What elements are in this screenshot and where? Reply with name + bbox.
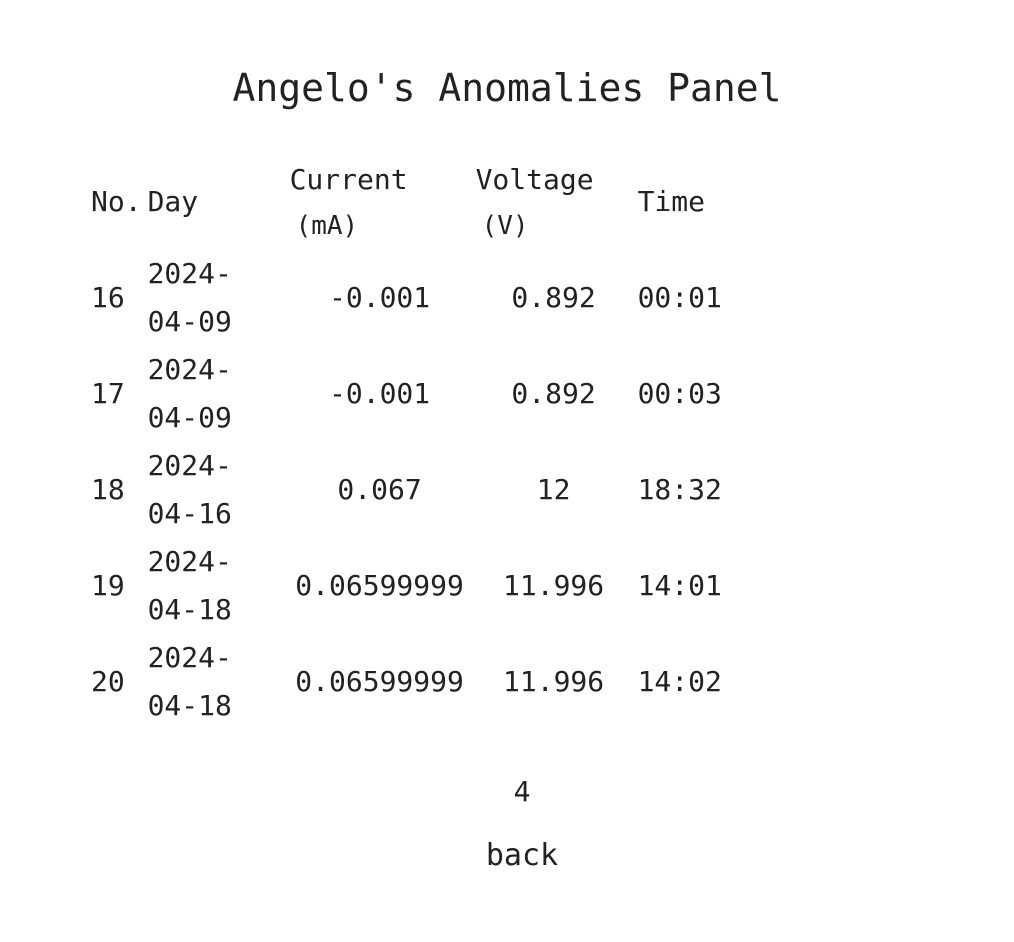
back-link[interactable]: back bbox=[485, 838, 559, 873]
cell-day-monthday: 04-09 bbox=[147, 401, 232, 434]
cell-current: -0.001 bbox=[329, 281, 431, 314]
cell-day-monthday: 04-09 bbox=[147, 305, 232, 338]
cell-current: 0.06599999 bbox=[295, 569, 464, 602]
cell-time: 14:01 bbox=[637, 569, 722, 602]
cell-current: 0.067 bbox=[337, 473, 422, 506]
table-body: 16 2024- 04-09 -0.001 0.892 00:01 17 202… bbox=[88, 250, 741, 730]
header-row: No. Day Current (mA) Voltage (V) Time bbox=[88, 154, 741, 250]
table-row: 16 2024- 04-09 -0.001 0.892 00:01 bbox=[88, 250, 741, 346]
header-current: Current (mA) bbox=[287, 154, 473, 250]
cell-day: 2024- 04-18 bbox=[145, 538, 287, 634]
table-header: No. Day Current (mA) Voltage (V) Time bbox=[88, 154, 741, 250]
header-voltage-unit: (V) bbox=[481, 211, 529, 241]
cell-voltage: 0.892 bbox=[511, 281, 596, 314]
cell-day-year: 2024- bbox=[147, 257, 232, 290]
cell-day-year: 2024- bbox=[147, 545, 232, 578]
table-row: 18 2024- 04-16 0.067 12 18:32 bbox=[88, 442, 741, 538]
header-no: No. bbox=[91, 185, 142, 218]
cell-day: 2024- 04-18 bbox=[145, 634, 287, 730]
header-current-label: Current bbox=[289, 163, 408, 196]
cell-voltage: 12 bbox=[536, 473, 571, 506]
cell-voltage: 11.996 bbox=[503, 569, 605, 602]
cell-day-monthday: 04-18 bbox=[147, 593, 232, 626]
page-title: Angelo's Anomalies Panel bbox=[232, 66, 782, 110]
anomalies-table: No. Day Current (mA) Voltage (V) Time 16… bbox=[88, 154, 741, 730]
table-row: 17 2024- 04-09 -0.001 0.892 00:03 bbox=[88, 346, 741, 442]
table-row: 20 2024- 04-18 0.06599999 11.996 14:02 bbox=[88, 634, 741, 730]
cell-day: 2024- 04-16 bbox=[145, 442, 287, 538]
cell-time: 00:03 bbox=[637, 377, 722, 410]
cell-no: 16 bbox=[91, 281, 125, 314]
header-time: Time bbox=[637, 185, 706, 218]
cell-day: 2024- 04-09 bbox=[145, 250, 287, 346]
table-row: 19 2024- 04-18 0.06599999 11.996 14:01 bbox=[88, 538, 741, 634]
header-voltage-label: Voltage bbox=[475, 163, 594, 196]
cell-voltage: 0.892 bbox=[511, 377, 596, 410]
cell-no: 19 bbox=[91, 569, 125, 602]
cell-day-year: 2024- bbox=[147, 353, 232, 386]
cell-voltage: 11.996 bbox=[503, 665, 605, 698]
cell-no: 18 bbox=[91, 473, 125, 506]
cell-day-year: 2024- bbox=[147, 641, 232, 674]
header-day: Day bbox=[147, 185, 199, 218]
cell-current: 0.06599999 bbox=[295, 665, 464, 698]
page-number[interactable]: 4 bbox=[513, 775, 531, 808]
cell-day: 2024- 04-09 bbox=[145, 346, 287, 442]
cell-current: -0.001 bbox=[329, 377, 431, 410]
cell-no: 20 bbox=[91, 665, 125, 698]
header-voltage: Voltage (V) bbox=[473, 154, 635, 250]
cell-day-monthday: 04-18 bbox=[147, 689, 232, 722]
cell-time: 14:02 bbox=[637, 665, 722, 698]
cell-time: 00:01 bbox=[637, 281, 722, 314]
cell-no: 17 bbox=[91, 377, 125, 410]
cell-day-monthday: 04-16 bbox=[147, 497, 232, 530]
cell-day-year: 2024- bbox=[147, 449, 232, 482]
header-current-unit: (mA) bbox=[295, 211, 359, 241]
cell-time: 18:32 bbox=[637, 473, 722, 506]
